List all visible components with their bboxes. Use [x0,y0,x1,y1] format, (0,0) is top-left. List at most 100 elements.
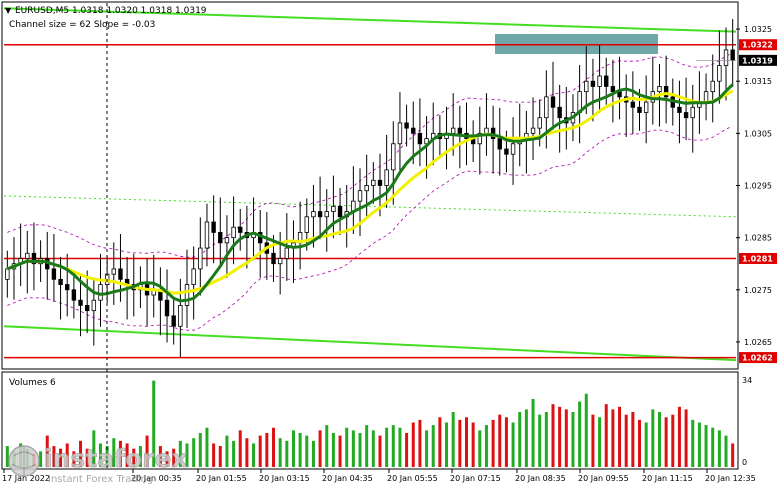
volume-bar [491,419,495,467]
volume-bar [5,446,9,467]
candle-body [164,299,170,317]
volume-bar [198,432,202,467]
price-tick-label: 1.0275 [744,286,772,295]
candle-body [71,289,77,301]
level-label: 1.0262 [742,354,773,363]
candle-body [557,106,562,119]
volume-bar [531,398,535,467]
candle-body [477,132,482,145]
price-tick-label: 1.0325 [744,25,772,34]
volume-bar [185,443,189,467]
price-tick-label: 1.0265 [744,338,772,347]
candle-body [404,122,409,129]
volume-bar [538,414,542,467]
candle-body [510,143,516,155]
candle-body [450,127,456,134]
volume-bar [72,451,76,467]
candle-body [171,315,176,327]
instaforex-logo: instaforex Instant Forex Trading [8,444,188,485]
candle-body [391,143,396,171]
volume-bar [631,412,635,467]
time-axis: 17 Jan 2022 20 Jan 00:35 20 Jan 01:55 20 Ja… [2,469,756,483]
bollinger-bands [7,53,733,331]
volume-bar [112,438,116,467]
time-tick-label: 20 Jan 04:35 [322,474,373,483]
volume-bar [238,430,242,467]
volume-bar [92,430,96,467]
volume-bar [451,412,455,467]
volume-bar [591,414,595,467]
volume-bar [358,432,362,467]
volume-bar [59,448,63,467]
volume-bar [331,432,335,467]
volume-bar [611,409,615,467]
candle-body [331,205,336,212]
volume-bar [232,440,236,467]
volume-bar [158,446,162,467]
candle-body [311,211,316,218]
candle-body [238,226,243,233]
volume-bar [225,435,229,467]
candle-body [198,247,203,270]
candle-body [184,284,190,306]
header-arrow-icon: ▼ [5,6,12,15]
candle-body [397,122,403,145]
volumes-label: Volumes 6 [9,378,56,388]
volume-bar [325,425,329,467]
volume-bar [504,417,508,467]
volume-bar [524,409,528,467]
volume-bar [285,440,289,467]
candle-body [51,268,57,280]
level-tag [739,253,777,264]
candle-body [78,299,83,306]
candle-body [324,211,329,218]
candle-body [231,226,236,239]
level-tag [739,39,777,51]
volume-bar [192,438,196,467]
candle-body [411,127,416,134]
time-tick-label: 20 Jan 05:55 [387,474,438,483]
volume-bar [638,419,642,467]
volume-bar [604,404,608,467]
horizontal-levels: 1.0322 1.0281 1.0262 [4,39,777,364]
candle-body [84,305,90,312]
ma-fast-line [6,83,734,303]
volume-bar [598,417,602,467]
volume-bar [85,448,89,467]
trend-channel [3,7,737,362]
candle-body [384,169,389,186]
candle-body [65,284,70,291]
moving-averages [6,83,734,303]
volume-bar [544,412,548,467]
volume-bar [39,451,43,467]
candle-body [710,80,715,93]
volume-bar [551,404,555,467]
volume-bar [205,427,209,467]
volume-bar [278,438,282,467]
candle-body [504,148,509,155]
volume-bar [438,417,442,467]
chart-header-symbol: EURUSD,M5 1.0318 1.0320 1.0318 1.0319 [15,6,207,16]
candle-body [271,252,276,265]
volume-bar [165,451,169,467]
candle-body [597,75,602,87]
candle-body [544,96,549,119]
candle-body [630,101,636,108]
volume-bar [178,440,182,467]
volume-bar [584,393,588,467]
volume-tick-zero: 0 [742,458,747,467]
volume-bar [385,427,389,467]
volume-bar [445,422,449,467]
candle-body [5,268,10,280]
volume-bar [365,425,369,467]
volume-bar [351,430,355,467]
volume-bar [318,430,322,467]
candle-body [643,101,649,113]
candle-body [637,106,642,113]
price-axis: 1.0325 1.0315 1.0305 1.0295 1.0285 1.0275 1.02… [696,25,772,347]
candle-body [284,247,290,259]
candle-body [317,211,323,218]
volume-bar [218,446,222,467]
volume-bar [478,430,482,467]
